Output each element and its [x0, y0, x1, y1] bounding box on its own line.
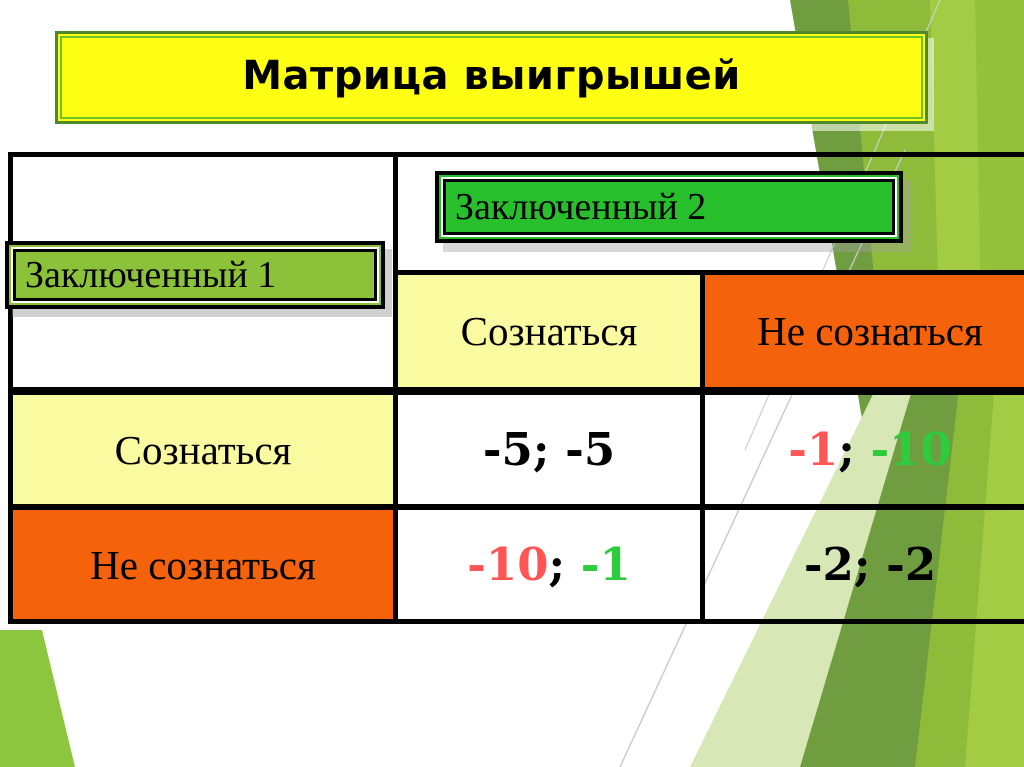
- payoff-pair: -10; -1: [467, 538, 631, 591]
- row-header-confess: Сознаться: [8, 390, 398, 509]
- payoff-p1: -2: [803, 538, 854, 591]
- matrix-cell-deny-confess: -10; -1: [393, 505, 705, 624]
- payoff-pair: -5; -5: [483, 423, 615, 476]
- page-title: Матрица выигрышей: [242, 53, 741, 99]
- payoff-separator: ;: [838, 423, 871, 476]
- player-1-label-box: Заключенный 1: [5, 241, 385, 309]
- payoff-p1: -10: [467, 538, 549, 591]
- player-1-label: Заключенный 1: [25, 254, 277, 296]
- bg-shape-bottom-left: [0, 630, 75, 767]
- matrix-cell-confess-confess: -5; -5: [393, 390, 705, 509]
- payoff-separator: ;: [853, 538, 887, 591]
- payoff-pair: -2; -2: [804, 538, 936, 591]
- column-header-deny: Не сознаться: [700, 270, 1024, 392]
- matrix-cell-deny-deny: -2; -2: [700, 505, 1024, 624]
- payoff-separator: ;: [548, 538, 581, 591]
- player-2-label-box: Заключенный 2: [435, 171, 903, 243]
- payoff-p2: -5: [565, 423, 616, 476]
- slide-title-banner: Матрица выигрышей: [55, 31, 928, 124]
- payoff-p1: -1: [788, 423, 839, 476]
- payoff-p2: -10: [870, 423, 952, 476]
- payoff-pair: -1; -10: [788, 423, 952, 476]
- column-header-confess: Сознаться: [393, 270, 705, 392]
- matrix-cell-confess-deny: -1; -10: [700, 390, 1024, 509]
- player-2-label: Заключенный 2: [455, 186, 707, 228]
- payoff-p1: -5: [482, 423, 533, 476]
- payoff-p2: -2: [886, 538, 937, 591]
- row-header-deny: Не сознаться: [8, 505, 398, 624]
- payoff-p2: -1: [580, 538, 631, 591]
- payoff-separator: ;: [532, 423, 566, 476]
